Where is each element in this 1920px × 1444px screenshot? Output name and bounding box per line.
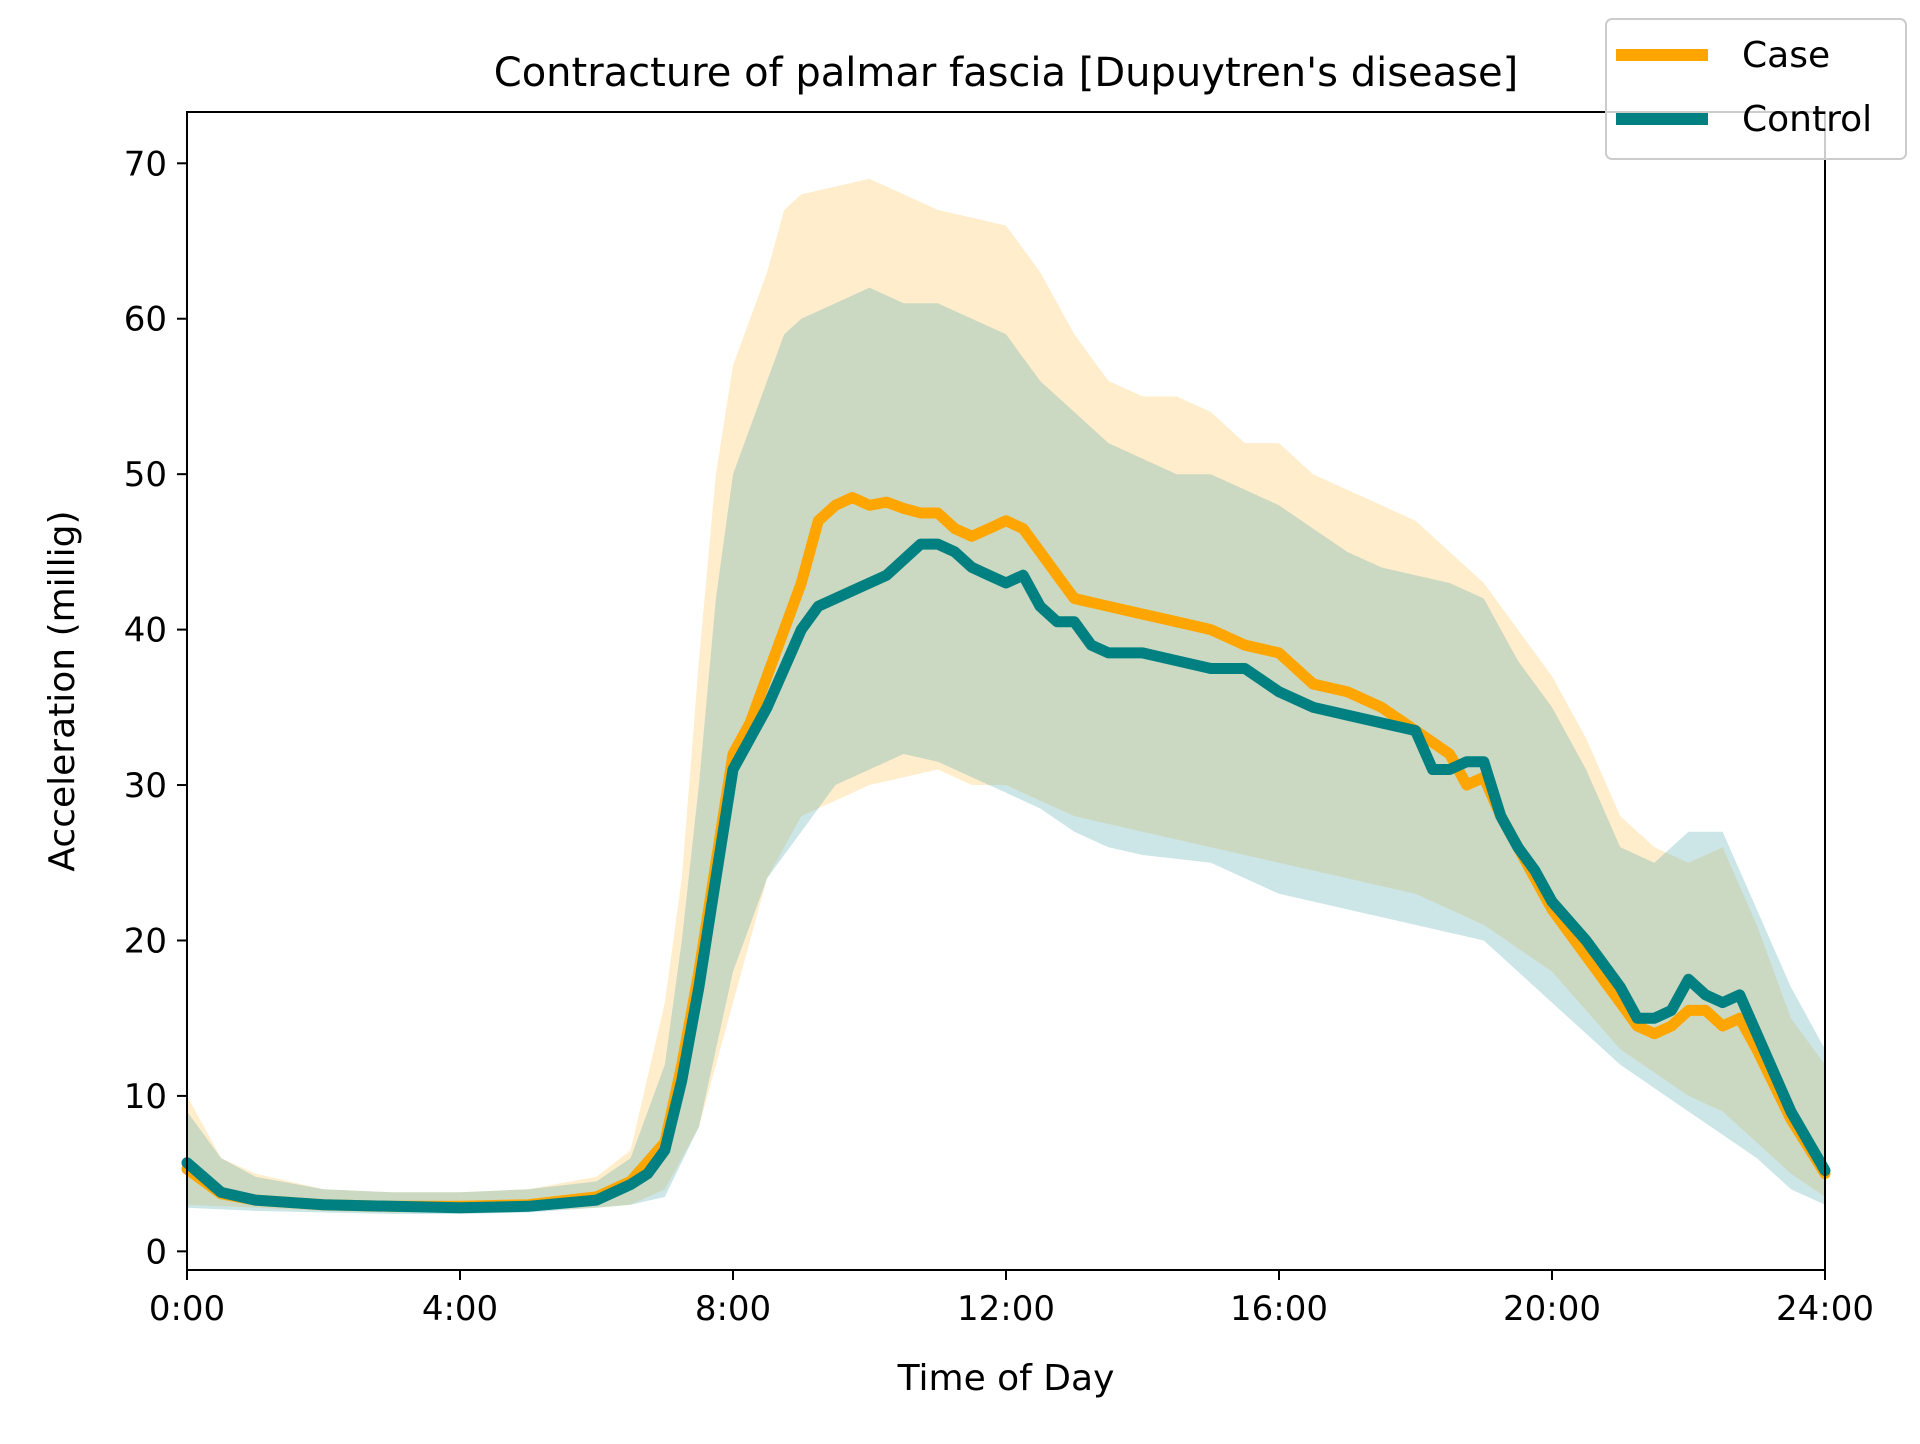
x-tick-label: 16:00 bbox=[1230, 1289, 1328, 1329]
x-tick-label: 0:00 bbox=[149, 1289, 225, 1329]
band-case bbox=[187, 178, 1825, 1213]
y-axis-label: Acceleration (millig) bbox=[42, 510, 83, 871]
band-control bbox=[187, 287, 1825, 1215]
y-tick-label: 10 bbox=[124, 1077, 167, 1117]
x-axis-ticks: 0:00 4:00 8:00 12:00 16:00 20:00 24:00 bbox=[149, 1270, 1874, 1329]
confidence-bands bbox=[187, 178, 1825, 1215]
y-tick-label: 70 bbox=[124, 144, 167, 184]
line-control bbox=[181, 538, 1831, 1214]
x-tick-label: 8:00 bbox=[695, 1289, 771, 1329]
x-tick-label: 12:00 bbox=[957, 1289, 1055, 1329]
y-axis-ticks: 0 10 20 30 40 50 60 70 bbox=[124, 144, 187, 1272]
x-tick-label: 24:00 bbox=[1776, 1289, 1874, 1329]
series-lines bbox=[181, 492, 1831, 1214]
legend: Case Control bbox=[1605, 18, 1907, 160]
y-tick-label: 0 bbox=[145, 1232, 167, 1272]
legend-label-case: Case bbox=[1742, 35, 1830, 76]
x-tick-label: 4:00 bbox=[422, 1289, 498, 1329]
y-tick-label: 30 bbox=[124, 766, 167, 806]
x-axis-label: Time of Day bbox=[897, 1358, 1115, 1399]
y-tick-label: 40 bbox=[124, 611, 167, 651]
legend-label-control: Control bbox=[1742, 99, 1872, 140]
chart-title: Contracture of palmar fascia [Dupuytren'… bbox=[494, 50, 1518, 96]
y-tick-label: 50 bbox=[124, 455, 167, 495]
x-tick-label: 20:00 bbox=[1503, 1289, 1601, 1329]
y-tick-label: 20 bbox=[124, 921, 167, 961]
y-tick-label: 60 bbox=[124, 300, 167, 340]
